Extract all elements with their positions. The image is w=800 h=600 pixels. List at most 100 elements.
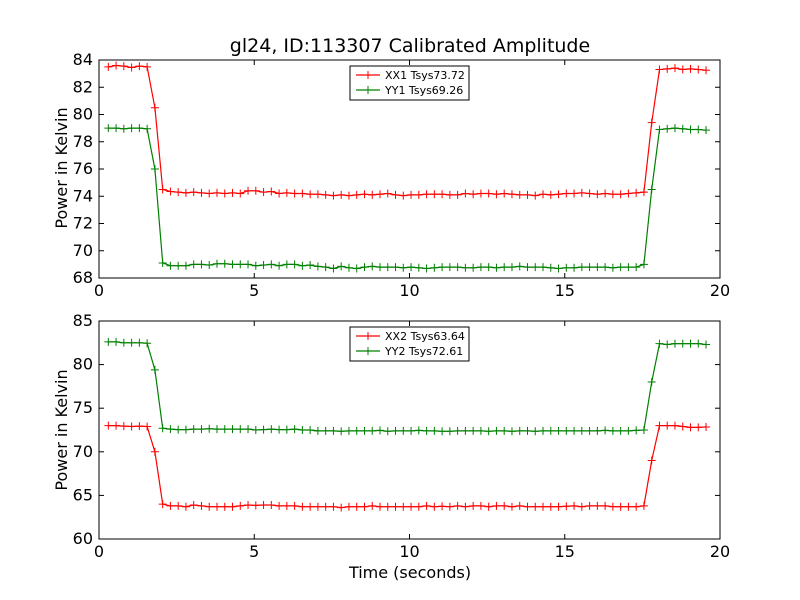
data-point: [601, 189, 610, 198]
data-point: [158, 500, 167, 509]
data-point: [577, 263, 586, 272]
legend-label: XX2 Tsys63.64: [385, 330, 465, 343]
data-point: [430, 502, 439, 511]
data-point: [251, 186, 260, 195]
data-point: [228, 502, 237, 511]
data-point: [624, 502, 633, 511]
data-point: [205, 189, 214, 198]
data-point: [438, 263, 447, 272]
y-tick-label: 65: [73, 485, 93, 504]
data-point: [694, 65, 703, 74]
data-point: [360, 426, 369, 435]
data-point: [399, 191, 408, 200]
data-point: [500, 501, 509, 510]
data-point: [282, 188, 291, 197]
data-point: [523, 502, 532, 511]
data-point: [135, 422, 144, 431]
data-point: [445, 427, 454, 436]
data-point: [181, 188, 190, 197]
data-point: [337, 427, 346, 436]
x-tick-label: 0: [94, 281, 104, 300]
data-point: [414, 426, 423, 435]
data-point: [174, 188, 183, 197]
data-point: [127, 63, 136, 72]
data-point: [267, 500, 276, 509]
data-point: [624, 426, 633, 435]
data-point: [244, 186, 253, 195]
data-point: [476, 263, 485, 272]
y-tick-label: 68: [73, 268, 93, 287]
data-point: [694, 339, 703, 348]
data-point: [244, 500, 253, 509]
data-point: [539, 190, 548, 199]
legend-marker: [364, 86, 372, 94]
data-point: [119, 124, 128, 133]
data-point: [205, 424, 214, 433]
data-point: [313, 262, 322, 271]
data-point: [570, 501, 579, 510]
data-point: [407, 426, 416, 435]
top-subplot: gl24, ID:113307 Calibrated Amplitude Pow…: [52, 35, 730, 300]
y-tick-label: 72: [73, 214, 93, 233]
data-point: [282, 425, 291, 434]
data-point: [143, 422, 152, 431]
data-point: [422, 190, 431, 199]
legend-top: XX1 Tsys73.72 YY1 Tsys69.26: [349, 65, 470, 101]
data-point: [484, 263, 493, 272]
data-point: [624, 189, 633, 198]
data-point: [453, 190, 462, 199]
data-point: [678, 65, 687, 74]
data-point: [647, 378, 656, 387]
data-point: [212, 502, 221, 511]
y-axis-label-bottom: Power in Kelvin: [52, 369, 71, 490]
data-point: [399, 426, 408, 435]
data-point: [275, 501, 284, 510]
data-point: [562, 189, 571, 198]
data-point: [119, 62, 128, 71]
data-point: [212, 188, 221, 197]
data-point: [639, 188, 648, 197]
data-point: [267, 187, 276, 196]
data-point: [313, 190, 322, 199]
data-point: [360, 263, 369, 272]
data-point: [174, 501, 183, 510]
data-point: [469, 190, 478, 199]
data-point: [702, 66, 711, 75]
data-point: [531, 191, 540, 200]
data-point: [694, 423, 703, 432]
data-point: [376, 190, 385, 199]
y-tick-label: 80: [73, 355, 93, 374]
y-tick-label: 85: [73, 311, 93, 330]
data-point: [507, 427, 516, 436]
data-point: [647, 185, 656, 194]
data-point: [593, 190, 602, 199]
x-tick-label: 10: [399, 542, 419, 561]
data-point: [228, 260, 237, 269]
data-point: [507, 502, 516, 511]
data-point: [127, 338, 136, 347]
data-point: [601, 263, 610, 272]
data-point: [430, 190, 439, 199]
data-point: [189, 188, 198, 197]
data-point: [352, 190, 361, 199]
data-point: [344, 191, 353, 200]
data-point: [290, 501, 299, 510]
data-point: [251, 426, 260, 434]
data-point: [539, 426, 548, 435]
data-point: [166, 187, 175, 196]
data-point: [663, 64, 672, 73]
data-point: [228, 425, 237, 434]
data-point: [515, 426, 524, 435]
data-point: [112, 124, 121, 133]
data-point: [329, 264, 338, 273]
data-point: [445, 190, 454, 199]
data-point: [104, 421, 113, 430]
data-point: [267, 425, 276, 434]
data-point: [608, 426, 617, 435]
data-point: [391, 190, 400, 199]
data-point: [166, 425, 175, 434]
chart-title: gl24, ID:113307 Calibrated Amplitude: [230, 35, 590, 57]
tick-layer-top: 0 5 10 15 20 68 70 72 74 76 78 80 82 84: [73, 50, 731, 300]
x-tick-label: 15: [555, 542, 575, 561]
data-point: [275, 261, 284, 270]
